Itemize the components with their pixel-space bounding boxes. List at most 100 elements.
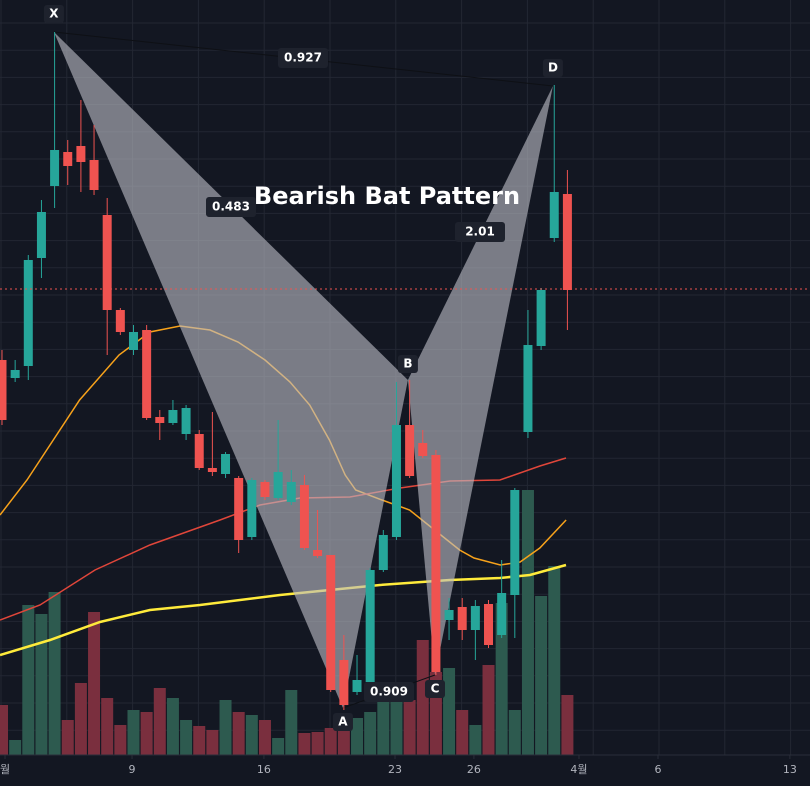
candle-body — [194, 434, 204, 468]
volume-bar — [88, 612, 101, 755]
point-label: C — [431, 682, 440, 696]
volume-bar — [311, 732, 324, 755]
candle-body — [76, 146, 86, 162]
pattern-triangle — [53, 32, 408, 708]
ratio-label-box — [364, 682, 414, 702]
candle-body — [89, 160, 99, 190]
candle-body — [484, 604, 494, 645]
candle-body — [115, 310, 125, 332]
volume-bar — [245, 715, 258, 755]
ratio-label: 0.909 — [370, 685, 408, 699]
candle-body — [234, 478, 244, 540]
point-label-box — [542, 59, 563, 77]
volume-bar — [561, 695, 574, 755]
point-label-box — [397, 355, 418, 373]
x-tick-label: 6 — [654, 763, 661, 776]
volume-bar — [180, 720, 193, 755]
volume-bar — [364, 712, 377, 755]
candle-body — [221, 454, 231, 474]
candle-body — [431, 455, 441, 672]
ratio-label: 0.927 — [284, 51, 322, 65]
point-label-box — [424, 680, 445, 698]
volume-bar — [298, 733, 311, 755]
candle-body — [273, 472, 283, 498]
volume-bar — [324, 728, 337, 755]
ratio-label-box — [455, 222, 505, 242]
volume-bar — [258, 720, 271, 755]
volume-bar — [193, 726, 206, 755]
candle-body — [339, 660, 349, 705]
candle-body — [549, 192, 559, 238]
volume-bar — [495, 603, 508, 755]
volume-bar — [272, 738, 285, 755]
candle-body — [50, 150, 60, 186]
candle-body — [365, 570, 375, 682]
candle-body — [260, 482, 270, 497]
candle-body — [352, 680, 362, 692]
volume-bar — [206, 730, 219, 755]
candle-body — [128, 332, 138, 350]
point-label: X — [49, 7, 59, 21]
x-tick-label: 16 — [257, 763, 271, 776]
candle-body — [168, 410, 178, 423]
volume-bar — [416, 640, 429, 755]
candle-body — [313, 550, 323, 556]
volume-bar — [403, 700, 416, 755]
ratio-label-box — [278, 48, 328, 68]
candle-body — [155, 417, 165, 423]
volume-bar — [521, 490, 534, 755]
candle-body — [181, 408, 191, 434]
candle-body — [510, 490, 520, 595]
volume-bar — [377, 700, 390, 755]
candle-body — [10, 370, 20, 378]
x-tick-label: 23 — [388, 763, 402, 776]
volume-bar — [482, 665, 495, 755]
point-label: B — [403, 357, 412, 371]
volume-bar — [22, 605, 35, 755]
candle-body — [444, 610, 454, 620]
volume-bar — [390, 690, 403, 755]
volume-bar — [127, 710, 140, 755]
candle-body — [536, 290, 546, 346]
volume-bar — [61, 720, 74, 755]
volume-bar — [232, 712, 245, 755]
volume-bar — [469, 725, 482, 755]
volume-bar — [48, 592, 61, 755]
candle-body — [418, 443, 428, 456]
candle-body — [247, 480, 257, 537]
volume-bar — [140, 712, 153, 755]
volume-bar — [219, 700, 232, 755]
candle-body — [391, 425, 401, 537]
volume-bar — [443, 668, 456, 755]
ratio-label: 2.01 — [465, 225, 495, 239]
candle-body — [142, 330, 152, 418]
candle-body — [63, 152, 73, 166]
x-tick-label: 26 — [467, 763, 481, 776]
point-label-box — [332, 713, 353, 731]
candle-body — [378, 535, 388, 570]
volume-bar — [548, 566, 561, 755]
candle-body — [562, 194, 572, 290]
candle-body — [457, 607, 467, 630]
ratio-label-box — [206, 197, 256, 217]
candle-body — [326, 555, 336, 690]
volume-bar — [285, 690, 298, 755]
volume-bar — [351, 718, 364, 755]
volume-bar — [166, 698, 179, 755]
candle-body — [497, 593, 507, 635]
pattern-triangle — [407, 86, 553, 675]
candle-body — [523, 345, 533, 432]
x-tick-label: 월 — [0, 763, 10, 776]
candle-body — [23, 260, 33, 366]
volume-bar — [153, 688, 166, 755]
candle-body — [102, 215, 112, 310]
volume-bar — [74, 683, 87, 755]
candle-body — [286, 482, 296, 502]
candle-body — [299, 485, 309, 548]
ratio-label: 0.483 — [212, 200, 250, 214]
candle-body — [36, 212, 46, 258]
candle-body — [0, 360, 7, 420]
volume-bar — [35, 614, 48, 755]
candle-body — [405, 425, 415, 476]
